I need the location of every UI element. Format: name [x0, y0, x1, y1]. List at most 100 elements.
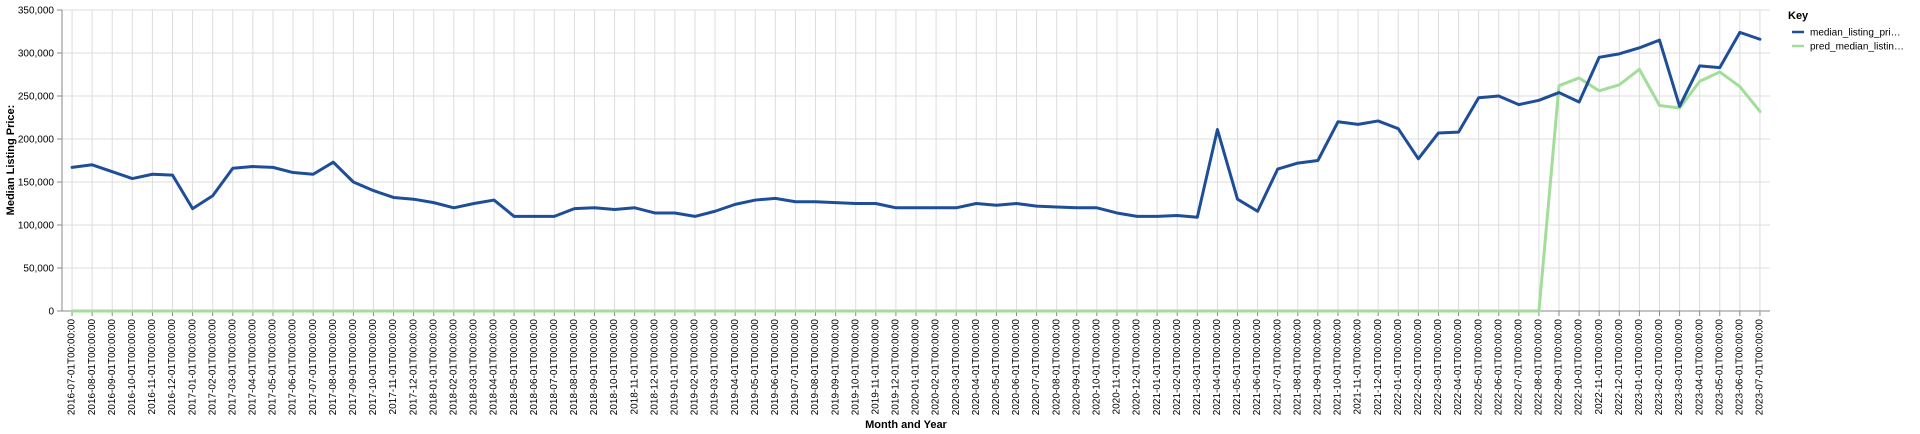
x-tick-label: 2021-03-01T00:00:00 [1192, 319, 1203, 416]
x-tick-label: 2017-04-01T00:00:00 [248, 319, 259, 416]
x-tick-label: 2019-06-01T00:00:00 [770, 319, 781, 416]
y-axis-title: Median Listing Price: [5, 105, 17, 216]
x-tick-label: 2018-10-01T00:00:00 [609, 319, 620, 416]
x-tick-label: 2023-02-01T00:00:00 [1654, 319, 1665, 416]
x-tick-label: 2017-01-01T00:00:00 [187, 319, 198, 416]
x-tick-label: 2023-03-01T00:00:00 [1674, 319, 1685, 416]
legend-items: median_listing_pri… pred_median_listin… [1792, 28, 1904, 53]
x-tick-label: 2020-07-01T00:00:00 [1031, 319, 1042, 416]
x-tick-label: 2018-04-01T00:00:00 [489, 319, 500, 416]
x-tick-label: 2018-09-01T00:00:00 [589, 319, 600, 416]
x-tick-label: 2018-12-01T00:00:00 [649, 319, 660, 416]
x-tick-label: 2022-01-01T00:00:00 [1393, 319, 1404, 416]
x-tick-label: 2023-04-01T00:00:00 [1694, 319, 1705, 416]
x-tick-label: 2021-09-01T00:00:00 [1313, 319, 1324, 416]
x-tick-label: 2021-08-01T00:00:00 [1292, 319, 1303, 416]
series-line [70, 67, 1762, 313]
x-tick-label: 2020-11-01T00:00:00 [1112, 319, 1123, 415]
y-tick-label: 300,000 [18, 49, 55, 60]
x-tick-label: 2021-11-01T00:00:00 [1353, 319, 1364, 415]
x-tick-label: 2017-06-01T00:00:00 [288, 319, 299, 416]
axes: 0 50,000 100,000 150,000 200,000 250,000 300,0… [18, 6, 1770, 416]
series-line [70, 30, 1762, 219]
x-tick-label: 2022-11-01T00:00:00 [1594, 319, 1605, 415]
x-tick-label: 2022-08-01T00:00:00 [1534, 319, 1545, 416]
x-tick-label: 2017-07-01T00:00:00 [308, 319, 319, 416]
x-tick-label: 2021-12-01T00:00:00 [1373, 319, 1384, 416]
x-tick-label: 2019-08-01T00:00:00 [810, 319, 821, 416]
x-tick-label: 2019-01-01T00:00:00 [670, 319, 681, 416]
y-tick-label: 200,000 [18, 135, 55, 146]
x-tick-label: 2019-04-01T00:00:00 [730, 319, 741, 416]
x-tick-label: 2020-08-01T00:00:00 [1051, 319, 1062, 416]
x-tick-label: 2021-10-01T00:00:00 [1333, 319, 1344, 416]
legend-title: Key [1788, 10, 1809, 22]
x-tick-label: 2019-09-01T00:00:00 [830, 319, 841, 416]
x-tick-label: 2023-06-01T00:00:00 [1734, 319, 1745, 416]
x-tick-label: 2017-12-01T00:00:00 [408, 319, 419, 416]
x-tick-label: 2017-05-01T00:00:00 [268, 319, 279, 416]
x-tick-label: 2017-03-01T00:00:00 [227, 319, 238, 416]
x-tick-label: 2020-06-01T00:00:00 [1011, 319, 1022, 416]
x-tick-label: 2016-09-01T00:00:00 [107, 319, 118, 416]
x-tick-label: 2020-04-01T00:00:00 [971, 319, 982, 416]
x-tick-label: 2019-10-01T00:00:00 [850, 319, 861, 416]
series-lines [70, 30, 1762, 313]
x-tick-label: 2021-01-01T00:00:00 [1152, 319, 1163, 416]
y-tick-label: 150,000 [18, 178, 55, 189]
legend-label: median_listing_pri… [1810, 28, 1901, 39]
x-tick-label: 2017-10-01T00:00:00 [368, 319, 379, 416]
x-tick-label: 2016-08-01T00:00:00 [87, 319, 98, 416]
x-tick-label: 2016-10-01T00:00:00 [127, 319, 138, 416]
x-tick-label: 2021-02-01T00:00:00 [1172, 319, 1183, 416]
x-tick-label: 2022-04-01T00:00:00 [1453, 319, 1464, 416]
x-tick-label: 2016-12-01T00:00:00 [167, 319, 178, 416]
legend-label: pred_median_listin… [1810, 42, 1904, 53]
x-tick-label: 2022-09-01T00:00:00 [1554, 319, 1565, 416]
x-tick-label: 2018-05-01T00:00:00 [509, 319, 520, 416]
x-tick-label: 2020-10-01T00:00:00 [1091, 319, 1102, 416]
x-tick-label: 2022-06-01T00:00:00 [1493, 319, 1504, 416]
x-tick-label: 2018-02-01T00:00:00 [448, 319, 459, 416]
x-tick-label: 2021-05-01T00:00:00 [1232, 319, 1243, 416]
x-tick-label: 2017-09-01T00:00:00 [348, 319, 359, 416]
x-tick-label: 2016-07-01T00:00:00 [67, 319, 78, 416]
x-tick-label: 2023-07-01T00:00:00 [1755, 319, 1766, 416]
x-tick-label: 2023-01-01T00:00:00 [1634, 319, 1645, 416]
legend: Key median_listing_pri… pred_median_listi… [1788, 10, 1904, 53]
x-tick-label: 2021-04-01T00:00:00 [1212, 319, 1223, 416]
x-tick-label: 2022-12-01T00:00:00 [1614, 319, 1625, 416]
x-tick-label: 2019-03-01T00:00:00 [710, 319, 721, 416]
x-tick-label: 2022-10-01T00:00:00 [1574, 319, 1585, 416]
x-tick-label: 2018-07-01T00:00:00 [549, 319, 560, 416]
x-tick-label: 2022-07-01T00:00:00 [1513, 319, 1524, 416]
x-tick-label: 2019-05-01T00:00:00 [750, 319, 761, 416]
x-tick-label: 2020-09-01T00:00:00 [1071, 319, 1082, 416]
x-tick-label: 2018-06-01T00:00:00 [529, 319, 540, 416]
x-tick-label: 2020-01-01T00:00:00 [911, 319, 922, 416]
x-tick-label: 2016-11-01T00:00:00 [147, 319, 158, 415]
x-tick-label: 2022-05-01T00:00:00 [1473, 319, 1484, 416]
x-axis-title: Month and Year [865, 419, 947, 431]
x-tick-label: 2022-03-01T00:00:00 [1433, 319, 1444, 416]
x-tick-label: 2018-03-01T00:00:00 [469, 319, 480, 416]
x-tick-label: 2021-07-01T00:00:00 [1272, 319, 1283, 416]
x-tick-label: 2020-12-01T00:00:00 [1132, 319, 1143, 416]
y-tick-label: 250,000 [18, 92, 55, 103]
y-tick-label: 350,000 [18, 6, 55, 17]
x-tick-label: 2023-05-01T00:00:00 [1714, 319, 1725, 416]
x-tick-label: 2019-11-01T00:00:00 [870, 319, 881, 415]
x-tick-label: 2017-02-01T00:00:00 [207, 319, 218, 416]
x-tick-label: 2019-12-01T00:00:00 [891, 319, 902, 416]
x-tick-label: 2019-02-01T00:00:00 [690, 319, 701, 416]
y-tick-label: 50,000 [23, 264, 54, 275]
y-tick-label: 100,000 [18, 221, 55, 232]
x-tick-label: 2017-08-01T00:00:00 [328, 319, 339, 416]
x-tick-label: 2020-03-01T00:00:00 [951, 319, 962, 416]
x-tick-label: 2021-06-01T00:00:00 [1252, 319, 1263, 416]
x-tick-label: 2017-11-01T00:00:00 [388, 319, 399, 415]
y-tick-label: 0 [48, 307, 54, 318]
x-tick-label: 2018-08-01T00:00:00 [569, 319, 580, 416]
